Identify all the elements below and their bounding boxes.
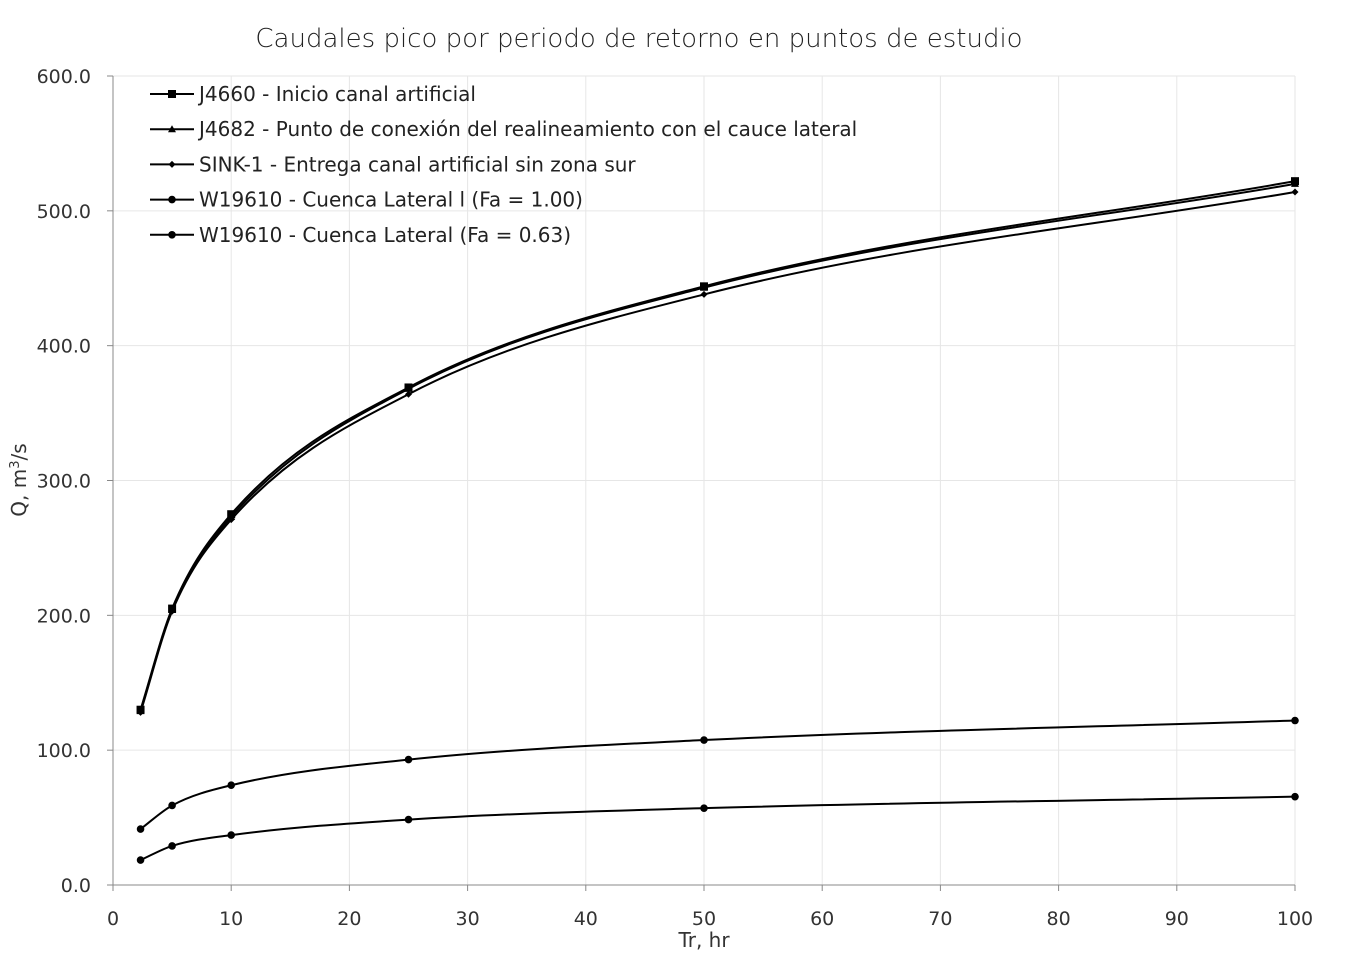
data-point — [1291, 188, 1299, 196]
legend-item: SINK-1 - Entrega canal artificial sin zo… — [150, 152, 636, 176]
y-axis-label: Q, m3/s — [7, 443, 31, 516]
x-tick-label: 80 — [1047, 908, 1071, 930]
x-tick-label: 60 — [810, 908, 834, 930]
grid — [113, 75, 1296, 885]
data-point — [700, 283, 708, 291]
legend-item: J4682 - Punto de conexión del realineami… — [150, 117, 857, 141]
x-tick-label: 70 — [928, 908, 952, 930]
y-tick-label: 300.0 — [37, 471, 91, 493]
data-point — [404, 384, 413, 392]
data-point — [404, 755, 413, 764]
y-tick-label: 500.0 — [37, 201, 91, 223]
y-axis-label-tail: /s — [7, 443, 31, 460]
y-tick-label: 100.0 — [37, 740, 91, 762]
legend-marker — [168, 90, 176, 98]
series-3 — [136, 716, 1299, 833]
legend-label: SINK-1 - Entrega canal artificial sin zo… — [199, 152, 636, 176]
axes — [107, 75, 1296, 891]
y-tick-label: 200.0 — [37, 605, 91, 627]
data-point — [168, 842, 176, 850]
data-point — [227, 516, 235, 524]
data-point — [227, 781, 235, 790]
series-line — [140, 795, 1296, 861]
y-axis-label-main: Q, m — [7, 469, 31, 517]
data-point — [1291, 792, 1299, 801]
data-point — [1291, 716, 1299, 725]
data-point — [700, 736, 708, 744]
y-tick-label: 400.0 — [37, 336, 91, 358]
series-line — [139, 190, 1296, 713]
data-point — [404, 815, 413, 824]
data-point — [1291, 179, 1299, 187]
legend-label: W19610 - Cuenca Lateral (Fa = 0.63) — [199, 223, 571, 247]
x-axis-label: Tr, hr — [677, 928, 730, 952]
legend-label: J4682 - Punto de conexión del realineami… — [197, 117, 857, 141]
y-tick-labels: 0.0 100.0 200.0 300.0 400.0 500.0 600.0 — [37, 66, 91, 897]
x-tick-label: 100 — [1277, 908, 1313, 930]
series-1 — [136, 179, 1299, 715]
x-tick-label: 40 — [574, 908, 598, 930]
y-tick-label: 600.0 — [37, 66, 91, 88]
y-tick-label: 0.0 — [61, 875, 91, 897]
x-tick-labels: 0 10 20 30 40 50 60 70 80 90 100 — [107, 908, 1313, 930]
x-tick-label: 10 — [219, 908, 243, 930]
series-2 — [137, 188, 1299, 716]
legend-item: W19610 - Cuenca Lateral (Fa = 0.63) — [150, 223, 571, 247]
x-tick-label: 90 — [1165, 908, 1189, 930]
data-point — [137, 708, 145, 716]
data-point — [700, 290, 708, 298]
legend-item: J4660 - Inicio canal artificial — [150, 82, 476, 106]
series-line — [139, 719, 1296, 830]
x-tick-label: 0 — [107, 908, 119, 930]
legend-label: J4660 - Inicio canal artificial — [197, 82, 476, 106]
data-point — [227, 831, 235, 839]
data-point — [168, 607, 176, 615]
data-point — [700, 804, 708, 812]
legend-item: W19610 - Cuenca Lateral l (Fa = 1.00) — [150, 188, 583, 212]
x-tick-label: 50 — [692, 908, 716, 930]
data-point — [136, 856, 145, 864]
series-group — [136, 177, 1299, 864]
y-axis-label-sup: 3 — [8, 460, 23, 468]
legend-marker — [168, 231, 176, 239]
data-point — [168, 801, 176, 810]
data-point — [405, 390, 412, 398]
series-line — [139, 180, 1296, 711]
x-tick-label: 20 — [337, 908, 361, 930]
series-4 — [136, 792, 1299, 864]
legend: J4660 - Inicio canal artificial J4682 - P… — [150, 82, 857, 247]
chart-title: Caudales pico por periodo de retorno en … — [255, 24, 1022, 54]
legend-label: W19610 - Cuenca Lateral l (Fa = 1.00) — [199, 188, 583, 212]
data-point — [136, 825, 145, 833]
legend-marker — [168, 125, 176, 133]
legend-marker — [168, 160, 176, 168]
x-tick-label: 30 — [456, 908, 480, 930]
legend-marker — [168, 195, 176, 204]
